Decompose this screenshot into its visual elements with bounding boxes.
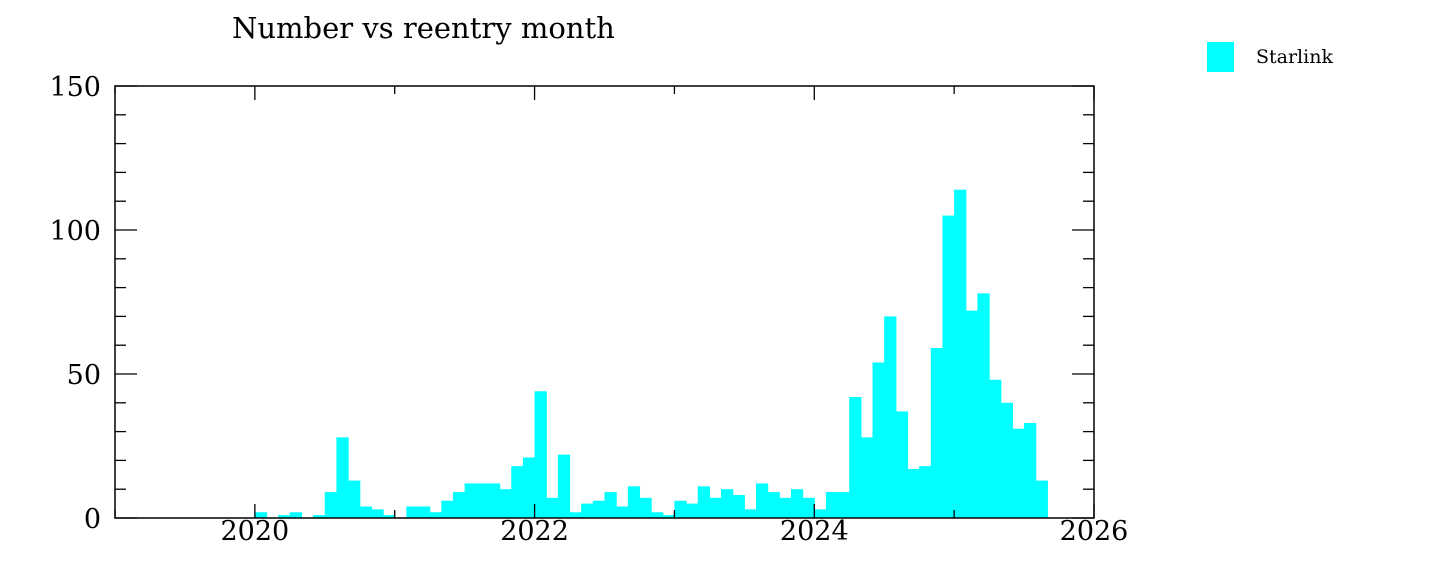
bar [324, 492, 338, 518]
bar [907, 469, 920, 518]
bar [604, 492, 617, 518]
bar [662, 515, 675, 518]
bar [767, 492, 780, 518]
bar [616, 506, 629, 518]
x-tick-label: 2026 [1060, 516, 1129, 547]
bar [1024, 422, 1037, 518]
chart-title: Number vs reentry month [232, 11, 615, 45]
bar [557, 454, 571, 518]
bar [487, 483, 501, 518]
bar [872, 362, 885, 518]
bar [511, 466, 524, 518]
bar [779, 497, 792, 518]
bar [278, 515, 291, 518]
bar [371, 509, 384, 518]
bar [977, 293, 990, 518]
bar [534, 391, 547, 518]
bar [464, 483, 477, 518]
legend: Starlink [1207, 42, 1333, 72]
bar [639, 497, 652, 518]
bar [919, 466, 932, 518]
bar [336, 437, 349, 518]
y-tick-label: 0 [84, 504, 101, 535]
x-tick-label: 2024 [780, 516, 849, 547]
bar [837, 492, 850, 518]
bar [790, 489, 804, 518]
bar [755, 483, 769, 518]
bar [429, 512, 442, 518]
bar [744, 509, 757, 518]
bar [930, 348, 944, 518]
y-tick-label: 150 [49, 72, 101, 103]
y-tick-label: 50 [67, 360, 101, 391]
bar [289, 512, 303, 518]
legend-label: Starlink [1256, 46, 1333, 68]
bar [814, 509, 827, 518]
legend-swatch [1207, 42, 1234, 72]
bar [686, 503, 699, 518]
bar [674, 500, 687, 518]
x-tick-label: 2020 [220, 516, 289, 547]
bar [522, 457, 536, 518]
bars-group [254, 189, 1048, 518]
bar [254, 512, 268, 518]
bar [452, 492, 466, 518]
bar [627, 486, 641, 518]
bar [849, 397, 862, 518]
bar [546, 497, 559, 518]
bar [1035, 480, 1048, 518]
bar [895, 411, 909, 518]
bar [721, 489, 734, 518]
bar [884, 316, 897, 518]
bar [709, 497, 722, 518]
bar [499, 489, 512, 518]
bar [697, 486, 710, 518]
bar [1012, 428, 1025, 518]
bar [954, 189, 967, 518]
bar [732, 494, 745, 518]
bar [313, 515, 326, 518]
bar [569, 512, 582, 518]
bar [581, 503, 594, 518]
plot-frame [114, 85, 1095, 519]
bar [965, 310, 979, 518]
bar [825, 492, 839, 518]
bar [406, 506, 419, 518]
y-tick-label: 100 [49, 216, 101, 247]
bar [592, 500, 606, 518]
bar [802, 497, 815, 518]
bar [942, 215, 955, 518]
bar [441, 500, 454, 518]
bar [418, 506, 431, 518]
bar [476, 483, 489, 518]
bar [989, 379, 1002, 518]
bar [383, 515, 396, 518]
bar [359, 506, 372, 518]
axis-ticks: 2020 2022 2024 2026 0 50 100 150 [49, 72, 1128, 547]
bar [348, 480, 361, 518]
bar [651, 512, 664, 518]
bar [860, 437, 874, 518]
x-tick-label: 2022 [500, 516, 569, 547]
bar [1000, 402, 1013, 518]
